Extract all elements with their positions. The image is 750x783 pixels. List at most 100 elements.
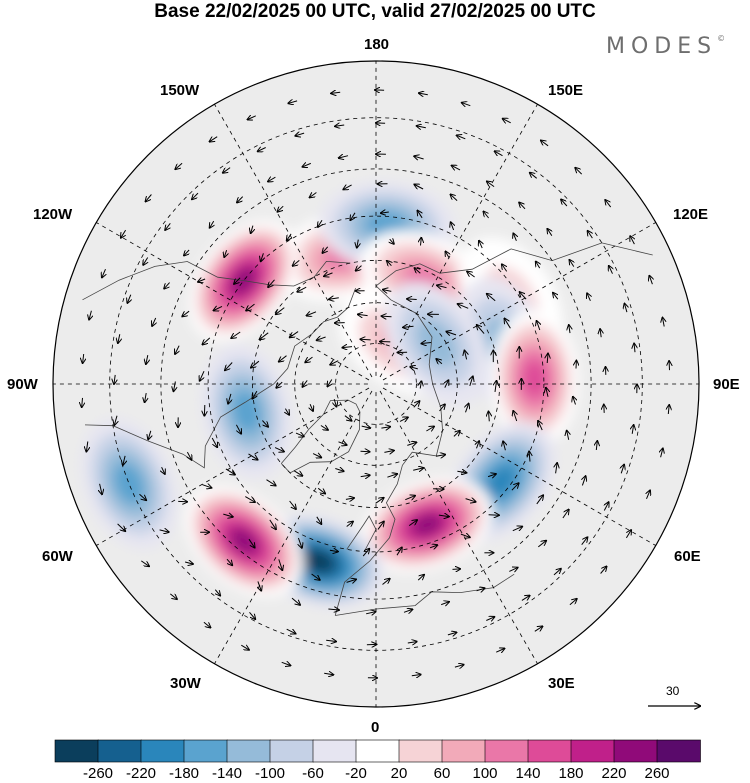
coastline: [346, 515, 377, 552]
wind-arrow: [451, 195, 458, 201]
wind-arrow: [253, 390, 257, 399]
wind-arrow: [331, 92, 341, 93]
wind-arrow: [165, 222, 171, 230]
wind-arrow: [375, 498, 384, 504]
wind-arrow: [465, 499, 476, 502]
wind-arrow: [360, 451, 370, 452]
wind-arrow: [184, 562, 193, 564]
colorbar-tick-label: -180: [168, 765, 200, 782]
graticule: [53, 61, 699, 707]
wind-arrow: [286, 629, 296, 633]
wind-arrow: [381, 427, 390, 428]
wind-arrow: [634, 344, 635, 353]
wind-arrow: [381, 212, 389, 213]
wind-arrow: [519, 203, 526, 210]
anomaly-contour-negative: [303, 550, 333, 572]
wind-arrow: [630, 236, 634, 245]
wind-arrow: [224, 250, 226, 257]
wind-arrow: [604, 502, 608, 511]
wind-arrow: [203, 621, 211, 627]
wind-arrow: [403, 609, 412, 612]
wind-arrow: [476, 588, 485, 591]
coastlines: [82, 242, 653, 616]
wind-arrow: [225, 468, 235, 475]
wind-arrow: [260, 332, 269, 340]
wind-arrow: [269, 519, 276, 529]
wind-arrow: [279, 355, 287, 362]
wind-arrow: [596, 441, 597, 451]
colorbar-tick-label: 140: [515, 765, 541, 782]
wind-arrow: [457, 135, 466, 138]
wind-arrow: [536, 495, 543, 505]
wind-arrow: [251, 225, 253, 234]
colorbar-swatch: [97, 739, 142, 763]
map-boundary: [52, 60, 700, 708]
wind-arrow: [187, 451, 191, 460]
wind-arrow: [245, 496, 255, 503]
wind-arrow: [203, 337, 211, 345]
wind-arrow: [453, 431, 460, 437]
wind-arrow: [328, 379, 332, 387]
colorbar-tick-label: 180: [558, 765, 584, 782]
wind-arrow: [502, 264, 507, 272]
wind-arrow: [143, 257, 148, 265]
wind-arrow: [573, 397, 576, 405]
wind-arrow: [285, 408, 289, 415]
wind-arrow: [547, 354, 548, 364]
wind-arrow: [293, 470, 302, 476]
wind-arrow: [466, 404, 469, 413]
wind-arrow: [439, 404, 445, 412]
wind-arrow: [175, 162, 183, 169]
wind-arrow: [343, 185, 352, 190]
wind-arrow: [503, 441, 505, 451]
wind-arrow: [530, 173, 538, 179]
wind-arrow: [600, 329, 601, 338]
colorbar-swatch: [570, 739, 615, 763]
wind-arrow: [225, 362, 233, 371]
wind-arrow: [663, 318, 665, 327]
wind-arrow: [420, 381, 421, 389]
wind-arrow: [226, 558, 232, 565]
wind-arrow: [159, 530, 169, 532]
wind-arrow: [288, 101, 298, 103]
wind-arrow: [223, 167, 231, 173]
wind-arrow: [346, 579, 356, 582]
wind-arrow: [361, 339, 371, 340]
wind-arrow: [329, 298, 339, 300]
wind-arrow: [182, 310, 190, 316]
wind-arrow: [241, 645, 249, 650]
wind-arrow: [390, 239, 394, 244]
lon-label-30w: 30W: [170, 675, 201, 692]
wind-arrow: [117, 523, 126, 531]
wind-arrow: [418, 211, 423, 219]
wind-arrow: [569, 325, 570, 334]
wind-arrow: [192, 192, 199, 199]
wind-arrow: [417, 126, 426, 128]
wind-arrow: [509, 568, 517, 572]
wind-arrow: [536, 262, 540, 269]
colorbar-swatch: [355, 739, 400, 763]
coastline: [280, 399, 361, 474]
colorbar-tick-label: 260: [644, 765, 670, 782]
wind-arrow: [350, 212, 355, 220]
wind-arrow: [399, 417, 408, 421]
wind-arrow: [361, 426, 371, 428]
wind-arrow: [268, 177, 276, 181]
wind-arrow: [495, 151, 503, 155]
wind-arrow: [338, 442, 347, 445]
wind-arrow: [198, 279, 206, 282]
wind-arrow: [362, 549, 369, 557]
coastline: [82, 260, 351, 301]
wind-arrow: [426, 427, 434, 432]
wind-arrow: [407, 442, 416, 445]
logo-text: MODES: [606, 34, 718, 59]
colorbar-tick-label: 20: [390, 765, 408, 782]
wind-arrow: [570, 260, 574, 267]
colorbar-tick-label: -20: [345, 765, 367, 782]
latitude-circle: [207, 215, 545, 553]
wind-arrow: [146, 194, 152, 202]
wind-arrow: [139, 493, 147, 500]
wind-arrow: [487, 474, 496, 477]
wind-arrow: [358, 314, 368, 315]
wind-arrow: [403, 326, 414, 327]
